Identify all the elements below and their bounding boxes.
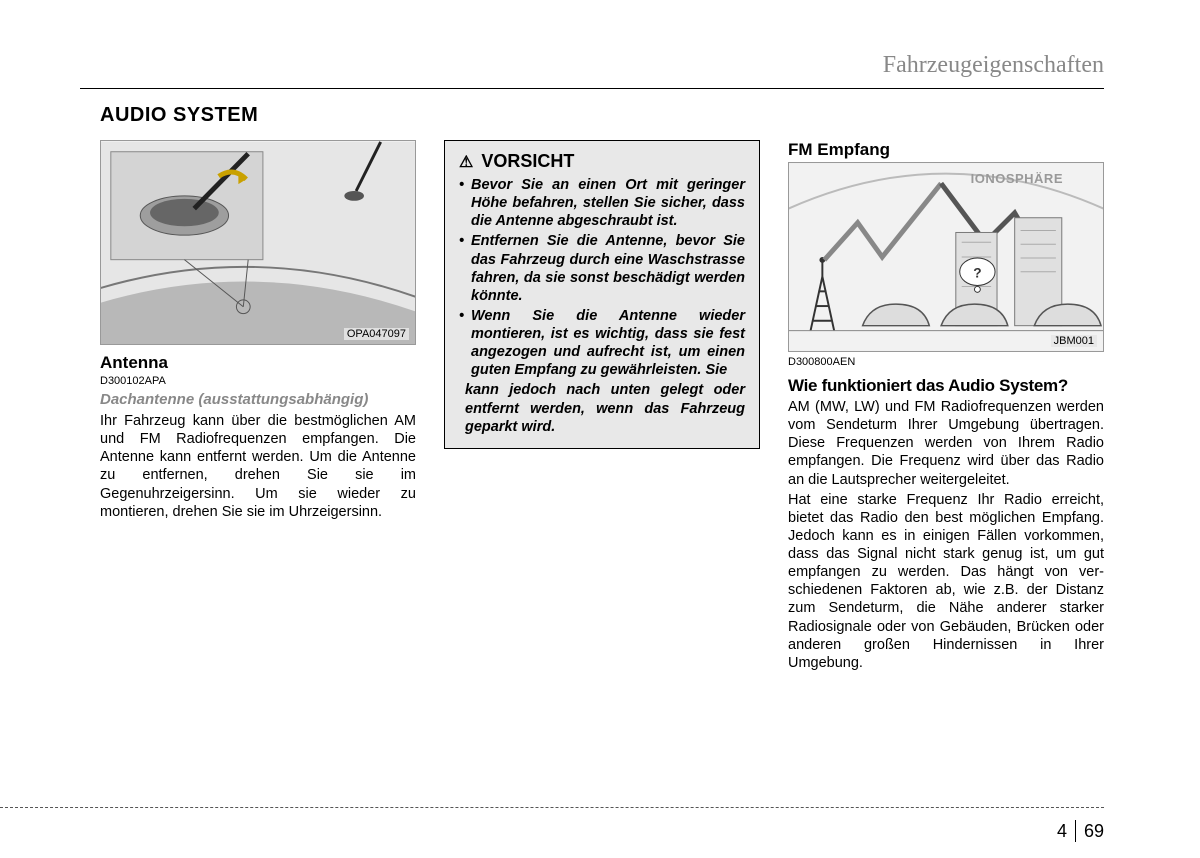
figure-code-1: OPA047097 — [344, 328, 409, 340]
heading-antenna: Antenna — [100, 353, 416, 373]
body-fm: AM (MW, LW) und FM Radiofrequenzen werde… — [788, 398, 1104, 672]
caution-title: VORSICHT — [481, 151, 574, 172]
caution-item: Bevor Sie an einen Ort mit geringer Höhe… — [459, 176, 745, 230]
antenna-illustration — [101, 141, 415, 344]
heading-fm: FM Empfang — [788, 140, 1104, 160]
body-fm-p2: Hat eine starke Frequenz Ihr Radio errei… — [788, 491, 1104, 672]
figure-antenna: OPA047097 — [100, 140, 416, 345]
page-title: AUDIO SYSTEM — [100, 104, 258, 127]
footer-rule — [0, 807, 1104, 808]
caution-title-row: ⚠ VORSICHT — [459, 151, 745, 172]
body-fm-p1: AM (MW, LW) und FM Radiofrequenzen werde… — [788, 398, 1104, 489]
header-rule — [80, 88, 1104, 89]
fm-illustration: ? — [789, 163, 1103, 351]
code-antenna: D300102APA — [100, 375, 416, 387]
figure-fm: IONOSPHÄRE — [788, 162, 1104, 352]
body-antenna-p: Ihr Fahrzeug kann über die best­mögliche… — [100, 412, 416, 521]
body-antenna: Ihr Fahrzeug kann über die best­mögliche… — [100, 412, 416, 521]
code-fm: D300800AEN — [788, 356, 1104, 368]
section-header: Fahrzeugeigenschaften — [883, 52, 1104, 79]
caution-item: Entfernen Sie die Antenne, bevor Sie das… — [459, 232, 745, 305]
svg-text:?: ? — [973, 266, 981, 281]
caution-box: ⚠ VORSICHT Bevor Sie an einen Ort mit ge… — [444, 140, 760, 449]
column-right: FM Empfang IONOSPHÄRE — [788, 140, 1104, 674]
column-center: ⚠ VORSICHT Bevor Sie an einen Ort mit ge… — [444, 140, 760, 674]
subheading-dachantenne: Dachantenne (ausstattungsabhängig) — [100, 391, 416, 408]
column-left: OPA047097 Antenna D300102APA Dachantenne… — [100, 140, 416, 674]
page-no: 69 — [1084, 821, 1104, 842]
caution-list: Bevor Sie an einen Ort mit geringer Höhe… — [459, 176, 745, 379]
figure-code-2: JBM001 — [1051, 335, 1097, 347]
ionosphere-label: IONOSPHÄRE — [971, 171, 1063, 186]
heading-audio-system-q: Wie funktioniert das Audio System? — [788, 376, 1104, 396]
caution-item: Wenn Sie die Antenne wieder montieren, i… — [459, 307, 745, 380]
page-number: 4 69 — [1057, 820, 1104, 842]
content-columns: OPA047097 Antenna D300102APA Dachantenne… — [100, 140, 1104, 674]
chapter-number: 4 — [1057, 821, 1067, 842]
page-divider — [1075, 820, 1076, 842]
caution-tail: kann jedoch nach unten gelegt oder entfe… — [459, 381, 745, 435]
warning-icon: ⚠ — [459, 152, 473, 172]
